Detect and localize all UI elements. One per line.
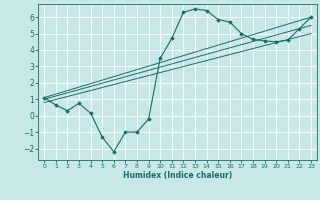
X-axis label: Humidex (Indice chaleur): Humidex (Indice chaleur) <box>123 171 232 180</box>
